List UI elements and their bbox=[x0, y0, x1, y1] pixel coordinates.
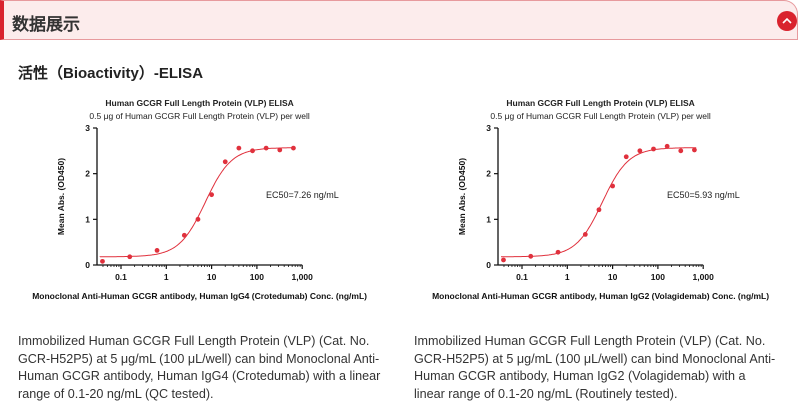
x-axis-label: Monoclonal Anti-Human GCGR antibody, Hum… bbox=[432, 291, 769, 301]
data-point bbox=[623, 154, 629, 160]
data-point bbox=[277, 147, 283, 153]
y-tick-label: 0 bbox=[486, 260, 491, 270]
x-tick-label: 100 bbox=[250, 272, 264, 282]
x-tick-label: 0.1 bbox=[516, 272, 528, 282]
chart-title: Human GCGR Full Length Protein (VLP) ELI… bbox=[506, 98, 694, 108]
chart-description-igg4: Immobilized Human GCGR Full Length Prote… bbox=[18, 334, 381, 401]
section-header: 数据展示 bbox=[0, 0, 798, 40]
y-axis-label: Mean Abs. (OD450) bbox=[457, 158, 467, 235]
x-tick-label: 1,000 bbox=[292, 272, 314, 282]
data-point bbox=[250, 148, 255, 154]
elisa-chart-igg2: Human GCGR Full Length Protein (VLP) ELI… bbox=[432, 98, 769, 301]
data-point bbox=[528, 253, 534, 259]
data-point bbox=[664, 143, 670, 149]
data-point bbox=[610, 183, 615, 189]
x-tick-label: 1,000 bbox=[693, 272, 715, 282]
x-tick-label: 100 bbox=[651, 272, 665, 282]
chart-subtitle: 0.5 μg of Human GCGR Full Length Protein… bbox=[490, 111, 710, 121]
y-tick-label: 3 bbox=[486, 123, 491, 133]
fit-curve bbox=[99, 147, 296, 258]
data-point bbox=[181, 232, 187, 238]
data-point bbox=[692, 147, 697, 153]
fit-curve bbox=[501, 147, 697, 258]
x-tick-label: 10 bbox=[608, 272, 618, 282]
ec50-annotation: EC50=7.26 ng/mL bbox=[266, 190, 339, 200]
x-tick-label: 1 bbox=[164, 272, 169, 282]
data-point bbox=[222, 159, 228, 165]
chart-subtitle: 0.5 μg of Human GCGR Full Length Protein… bbox=[89, 111, 309, 121]
data-point bbox=[501, 257, 506, 263]
data-point bbox=[154, 247, 160, 253]
y-axis-label: Mean Abs. (OD450) bbox=[56, 158, 66, 235]
data-point bbox=[236, 145, 242, 151]
elisa-chart-igg4: Human GCGR Full Length Protein (VLP) ELI… bbox=[32, 98, 367, 301]
x-axis-label: Monoclonal Anti-Human GCGR antibody, Hum… bbox=[32, 291, 367, 301]
y-tick-label: 1 bbox=[85, 214, 90, 224]
data-point bbox=[263, 145, 269, 151]
data-point bbox=[100, 258, 105, 264]
data-point bbox=[209, 192, 215, 198]
y-tick-label: 2 bbox=[486, 169, 491, 179]
data-point bbox=[127, 254, 133, 260]
y-tick-label: 0 bbox=[85, 260, 90, 270]
chart-description-igg2: Immobilized Human GCGR Full Length Prote… bbox=[414, 334, 776, 401]
y-tick-label: 1 bbox=[486, 214, 491, 224]
chevron-up-icon bbox=[782, 17, 792, 24]
collapse-button[interactable] bbox=[777, 11, 797, 31]
chart-title: Human GCGR Full Length Protein (VLP) ELI… bbox=[105, 98, 293, 108]
data-point bbox=[555, 249, 561, 255]
x-tick-label: 0.1 bbox=[115, 272, 127, 282]
data-point bbox=[596, 207, 602, 213]
x-tick-label: 1 bbox=[565, 272, 570, 282]
section-header-title: 数据展示 bbox=[12, 15, 80, 34]
section-subtitle: 活性（Bioactivity）-ELISA bbox=[18, 65, 204, 82]
x-tick-label: 10 bbox=[207, 272, 217, 282]
data-point bbox=[291, 145, 296, 151]
y-tick-label: 3 bbox=[85, 123, 90, 133]
y-tick-label: 2 bbox=[85, 169, 90, 179]
ec50-annotation: EC50=5.93 ng/mL bbox=[667, 190, 740, 200]
data-point bbox=[582, 232, 588, 237]
data-point bbox=[651, 146, 656, 152]
data-point bbox=[195, 216, 201, 222]
data-point bbox=[637, 148, 643, 154]
data-point bbox=[678, 148, 684, 154]
